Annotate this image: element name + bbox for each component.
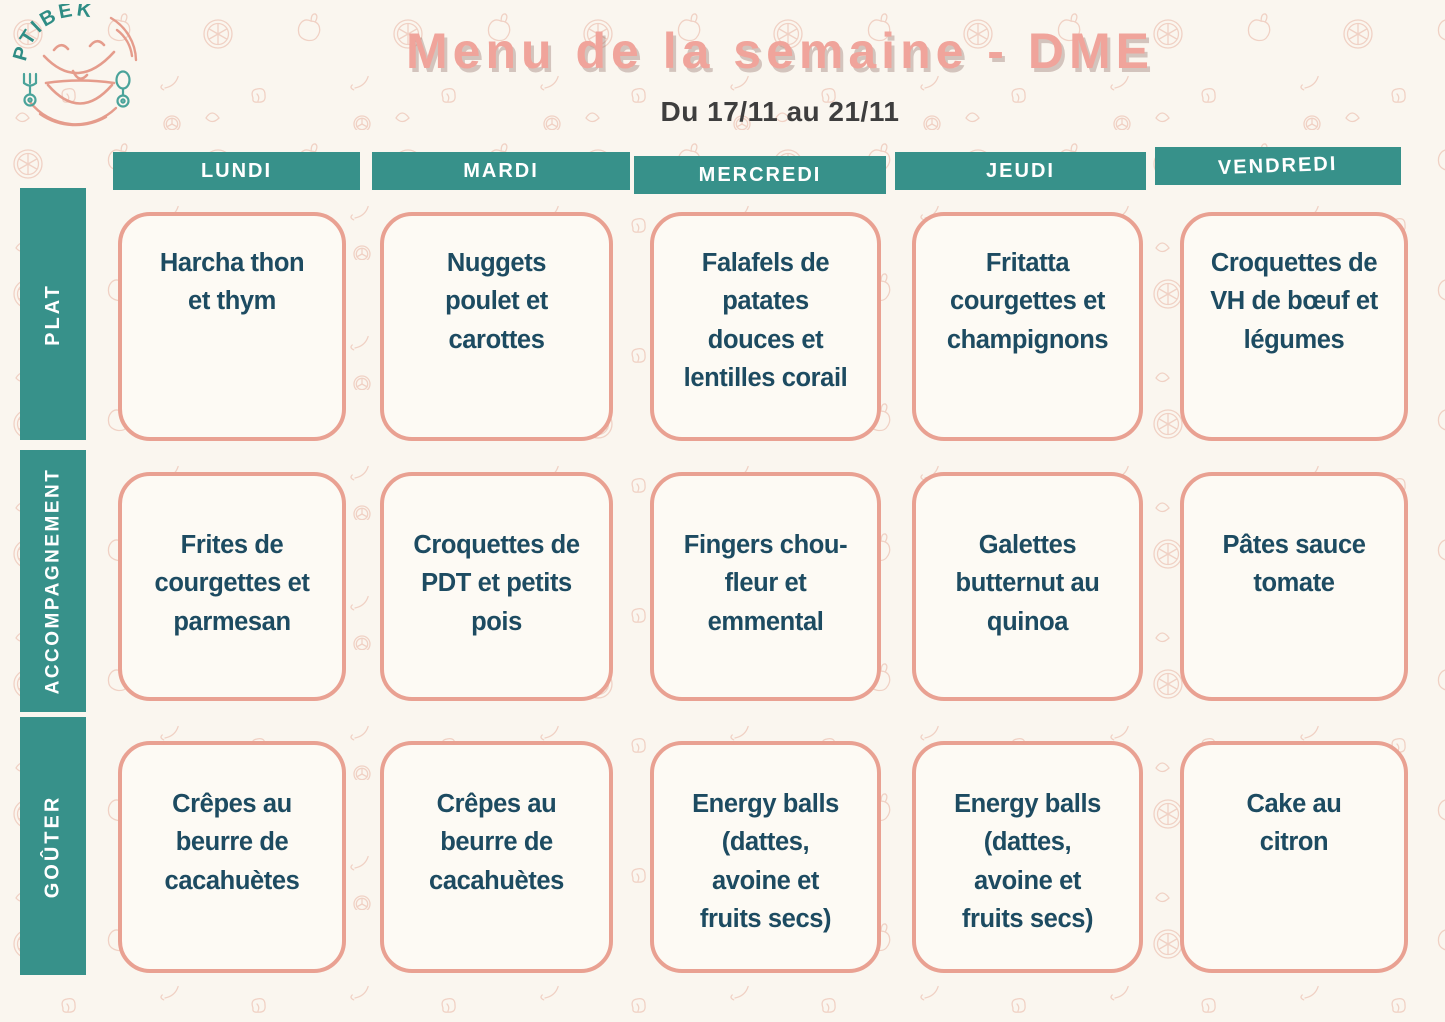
row-label: PLAT (41, 282, 64, 346)
logo-swoosh-arcs (28, 16, 138, 127)
brand-text: PTIBEK (10, 4, 96, 63)
day-header-jeudi: JEUDI (895, 152, 1146, 190)
menu-card-plat-lundi: Harcha thon et thym (118, 212, 346, 441)
day-label: MARDI (463, 159, 539, 182)
ptibek-logo: PTIBEK (10, 4, 138, 127)
menu-card-gouter-vendredi: Cake au citron (1180, 741, 1408, 973)
day-header-mardi: MARDI (372, 152, 630, 190)
day-header-lundi: LUNDI (113, 152, 360, 190)
menu-card-plat-mercredi: Falafels de patates douces et lentilles … (650, 212, 881, 441)
menu-card-accompagnement-lundi: Frites de courgettes et parmesan (118, 472, 346, 701)
menu-card-accompagnement-jeudi: Galettes butternut au quinoa (912, 472, 1143, 701)
menu-card-accompagnement-mardi: Croquettes de PDT et petits pois (380, 472, 613, 701)
day-label: VENDREDI (1217, 152, 1339, 179)
fork-icon (22, 72, 38, 107)
row-label: ACCOMPAGNEMENT (42, 467, 64, 695)
smiley-face-icon (42, 39, 116, 80)
menu-card-gouter-mardi: Crêpes au beurre de cacahuètes (380, 741, 613, 973)
menu-card-accompagnement-vendredi: Pâtes sauce tomate (1180, 472, 1408, 701)
row-header-gouter: GOÛTER (20, 717, 86, 975)
menu-card-plat-vendredi: Croquettes de VH de bœuf et légumes (1180, 212, 1408, 441)
menu-card-gouter-mercredi: Energy balls (dattes, avoine et fruits s… (650, 741, 881, 973)
bowl-icon (44, 79, 116, 105)
day-label: LUNDI (200, 159, 273, 182)
day-label: JEUDI (986, 159, 1055, 182)
day-label: MERCREDI (698, 163, 822, 186)
day-header-mercredi: MERCREDI (634, 156, 886, 194)
date-range: Du 17/11 au 21/11 (660, 96, 900, 127)
menu-card-gouter-jeudi: Energy balls (dattes, avoine et fruits s… (912, 741, 1143, 973)
day-header-vendredi: VENDREDI (1155, 147, 1401, 185)
row-header-accompagnement: ACCOMPAGNEMENT (20, 450, 86, 712)
menu-card-gouter-lundi: Crêpes au beurre de cacahuètes (118, 741, 346, 973)
row-header-plat: PLAT (20, 188, 86, 440)
page-title: Menu de la semaine - DME (406, 23, 1154, 79)
spoon-icon (115, 70, 131, 108)
menu-card-accompagnement-mercredi: Fingers chou- fleur et emmental (650, 472, 881, 701)
row-label: GOÛTER (41, 794, 64, 898)
menu-card-plat-mardi: Nuggets poulet et carottes (380, 212, 613, 441)
menu-card-plat-jeudi: Fritatta courgettes et champignons (912, 212, 1143, 441)
